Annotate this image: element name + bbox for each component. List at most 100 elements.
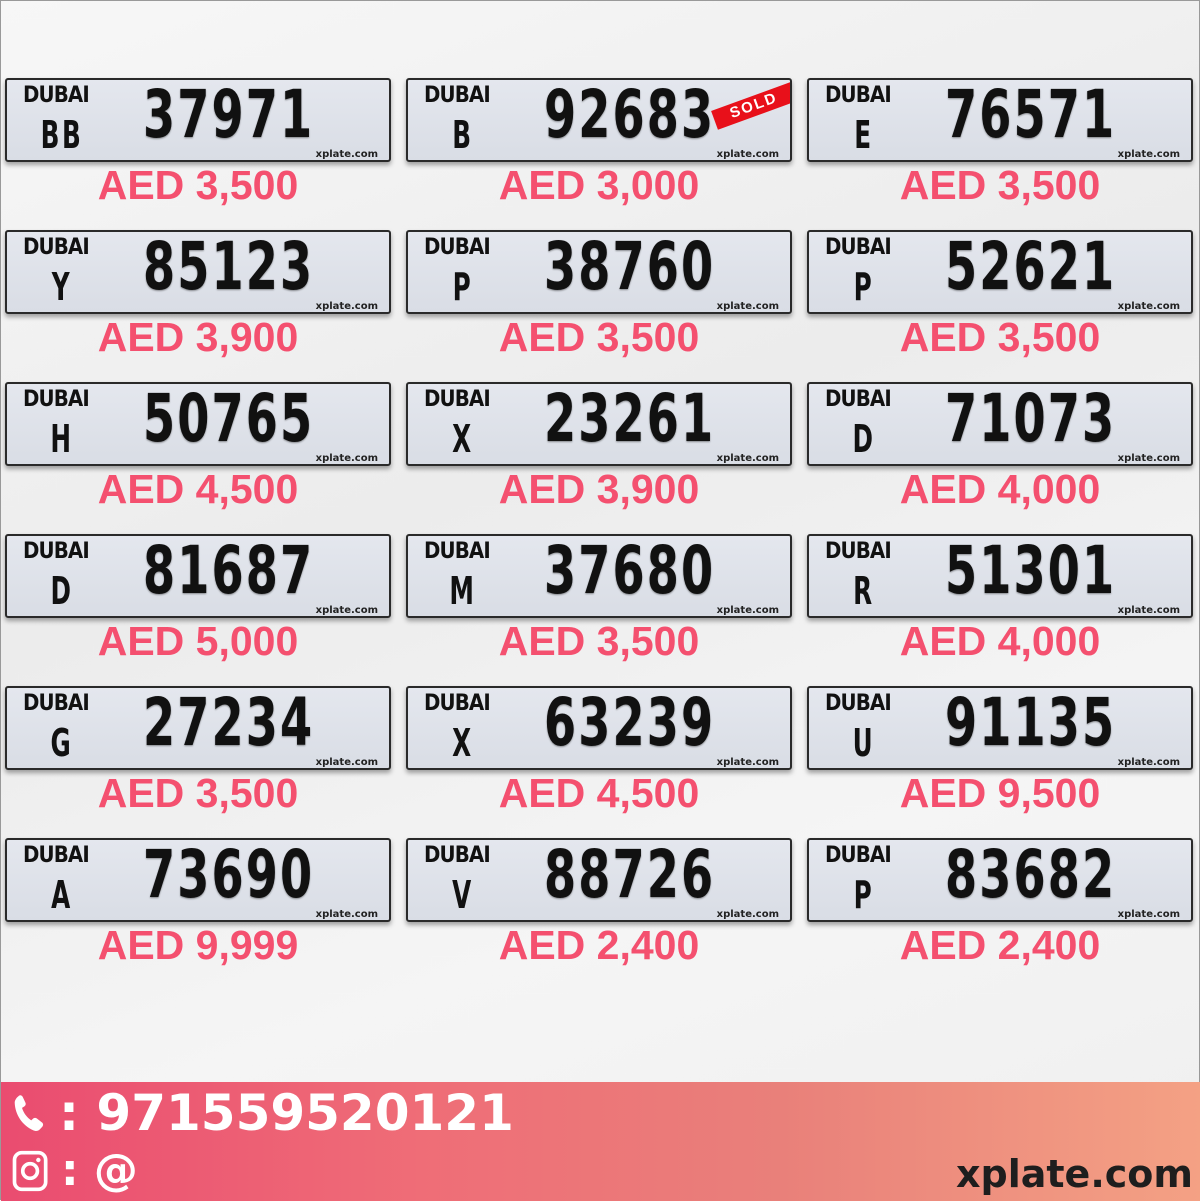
- number-plate[interactable]: DUBAI E 76571 xplate.com: [807, 78, 1193, 162]
- plate-listing[interactable]: DUBAI V 88726 xplate.com AED 2,400: [406, 838, 792, 990]
- plate-code: X: [452, 721, 474, 765]
- plate-listing[interactable]: DUBAI Y 85123 xplate.com AED 3,900: [5, 230, 391, 382]
- plate-price: AED 4,000: [899, 466, 1101, 512]
- plate-listing[interactable]: DUBAI X 23261 xplate.com AED 3,900: [406, 382, 792, 534]
- plate-price: AED 3,000: [498, 162, 700, 208]
- contact-footer: : 971559520121 : @ xplate.com: [1, 1082, 1200, 1201]
- plate-listing[interactable]: DUBAI P 38760 xplate.com AED 3,500: [406, 230, 792, 382]
- watermark: xplate.com: [713, 301, 782, 312]
- number-plate[interactable]: DUBAI V 88726 xplate.com: [406, 838, 792, 922]
- watermark: xplate.com: [312, 301, 381, 312]
- number-plate[interactable]: DUBAI G 27234 xplate.com: [5, 686, 391, 770]
- plate-number: 76571: [945, 78, 1117, 153]
- watermark: xplate.com: [1114, 909, 1183, 920]
- number-plate[interactable]: DUBAI D 71073 xplate.com: [807, 382, 1193, 466]
- phone-row: : 971559520121: [7, 1086, 514, 1140]
- plate-price: AED 3,900: [97, 314, 299, 360]
- plate-code: V: [452, 873, 474, 917]
- number-plate[interactable]: DUBAI Y 85123 xplate.com: [5, 230, 391, 314]
- emirate-label: DUBAI: [23, 843, 90, 868]
- plate-price: AED 4,000: [899, 618, 1101, 664]
- number-plate[interactable]: DUBAI D 81687 xplate.com: [5, 534, 391, 618]
- plate-listing[interactable]: DUBAI X 63239 xplate.com AED 4,500: [406, 686, 792, 838]
- watermark: xplate.com: [713, 909, 782, 920]
- plate-price: AED 3,500: [97, 162, 299, 208]
- plate-price: AED 2,400: [899, 922, 1101, 968]
- number-plate[interactable]: DUBAI U 91135 xplate.com: [807, 686, 1193, 770]
- plate-price: AED 9,500: [899, 770, 1101, 816]
- plate-listing[interactable]: DUBAI D 71073 xplate.com AED 4,000: [807, 382, 1193, 534]
- plate-listing[interactable]: DUBAI E 76571 xplate.com AED 3,500: [807, 78, 1193, 230]
- plate-number: 83682: [945, 838, 1117, 913]
- number-plate[interactable]: DUBAI A 73690 xplate.com: [5, 838, 391, 922]
- plate-listing[interactable]: DUBAI A 73690 xplate.com AED 9,999: [5, 838, 391, 990]
- instagram-handle[interactable]: : @: [61, 1145, 138, 1196]
- plate-price: AED 3,900: [498, 466, 700, 512]
- plate-code: U: [852, 721, 876, 765]
- number-plate[interactable]: DUBAI P 52621 xplate.com: [807, 230, 1193, 314]
- watermark: xplate.com: [1114, 301, 1183, 312]
- plate-code: A: [51, 873, 73, 917]
- number-plate[interactable]: DUBAI X 23261 xplate.com: [406, 382, 792, 466]
- plate-number: 50765: [143, 382, 315, 457]
- number-plate[interactable]: DUBAI H 50765 xplate.com: [5, 382, 391, 466]
- plate-listing[interactable]: DUBAI H 50765 xplate.com AED 4,500: [5, 382, 391, 534]
- plate-code: R: [853, 569, 875, 613]
- plate-number: 38760: [544, 230, 716, 305]
- plate-number: 73690: [143, 838, 315, 913]
- site-name[interactable]: xplate.com: [956, 1152, 1193, 1196]
- plate-code: H: [50, 417, 74, 461]
- plate-code: X: [452, 417, 474, 461]
- plate-listing[interactable]: DUBAI D 81687 xplate.com AED 5,000: [5, 534, 391, 686]
- plate-listing[interactable]: DUBAI U 91135 xplate.com AED 9,500: [807, 686, 1193, 838]
- plate-number: 52621: [945, 230, 1117, 305]
- plate-code: BB: [40, 113, 84, 157]
- number-plate[interactable]: DUBAI BB 37971 xplate.com: [5, 78, 391, 162]
- plate-number: 51301: [945, 534, 1117, 609]
- watermark: xplate.com: [312, 757, 381, 768]
- plate-price: AED 3,500: [899, 162, 1101, 208]
- watermark: xplate.com: [1114, 453, 1183, 464]
- plate-price: AED 9,999: [97, 922, 299, 968]
- plate-code: E: [854, 113, 874, 157]
- emirate-label: DUBAI: [424, 539, 491, 564]
- number-plate[interactable]: DUBAI P 38760 xplate.com: [406, 230, 792, 314]
- plate-listing[interactable]: DUBAI G 27234 xplate.com AED 3,500: [5, 686, 391, 838]
- emirate-label: DUBAI: [23, 235, 90, 260]
- plate-listing[interactable]: DUBAI P 52621 xplate.com AED 3,500: [807, 230, 1193, 382]
- plate-listing[interactable]: DUBAI M 37680 xplate.com AED 3,500: [406, 534, 792, 686]
- plate-code: B: [452, 113, 474, 157]
- plate-listing[interactable]: DUBAI B 92683 xplate.com SOLD AED 3,000: [406, 78, 792, 230]
- plate-code: D: [50, 569, 74, 613]
- emirate-label: DUBAI: [23, 691, 90, 716]
- watermark: xplate.com: [1114, 605, 1183, 616]
- number-plate[interactable]: DUBAI X 63239 xplate.com: [406, 686, 792, 770]
- number-plate[interactable]: DUBAI R 51301 xplate.com: [807, 534, 1193, 618]
- plate-number: 37971: [143, 78, 315, 153]
- plate-listing[interactable]: DUBAI R 51301 xplate.com AED 4,000: [807, 534, 1193, 686]
- emirate-label: DUBAI: [23, 387, 90, 412]
- emirate-label: DUBAI: [825, 539, 892, 564]
- emirate-label: DUBAI: [424, 387, 491, 412]
- number-plate[interactable]: DUBAI M 37680 xplate.com: [406, 534, 792, 618]
- plate-price: AED 3,500: [498, 618, 700, 664]
- plate-listing[interactable]: DUBAI P 83682 xplate.com AED 2,400: [807, 838, 1193, 990]
- number-plate[interactable]: DUBAI P 83682 xplate.com: [807, 838, 1193, 922]
- plate-price: AED 3,500: [498, 314, 700, 360]
- plate-number: 88726: [544, 838, 716, 913]
- emirate-label: DUBAI: [825, 843, 892, 868]
- emirate-label: DUBAI: [424, 691, 491, 716]
- watermark: xplate.com: [713, 757, 782, 768]
- plate-price: AED 4,500: [498, 770, 700, 816]
- phone-number[interactable]: : 971559520121: [59, 1084, 514, 1142]
- emirate-label: DUBAI: [23, 539, 90, 564]
- plate-listing[interactable]: DUBAI BB 37971 xplate.com AED 3,500: [5, 78, 391, 230]
- watermark: xplate.com: [312, 909, 381, 920]
- emirate-label: DUBAI: [424, 83, 491, 108]
- emirate-label: DUBAI: [825, 387, 892, 412]
- watermark: xplate.com: [1114, 757, 1183, 768]
- number-plate[interactable]: DUBAI B 92683 xplate.com SOLD: [406, 78, 792, 162]
- sold-ribbon: SOLD: [711, 82, 790, 130]
- plate-number: 85123: [143, 230, 315, 305]
- emirate-label: DUBAI: [825, 83, 892, 108]
